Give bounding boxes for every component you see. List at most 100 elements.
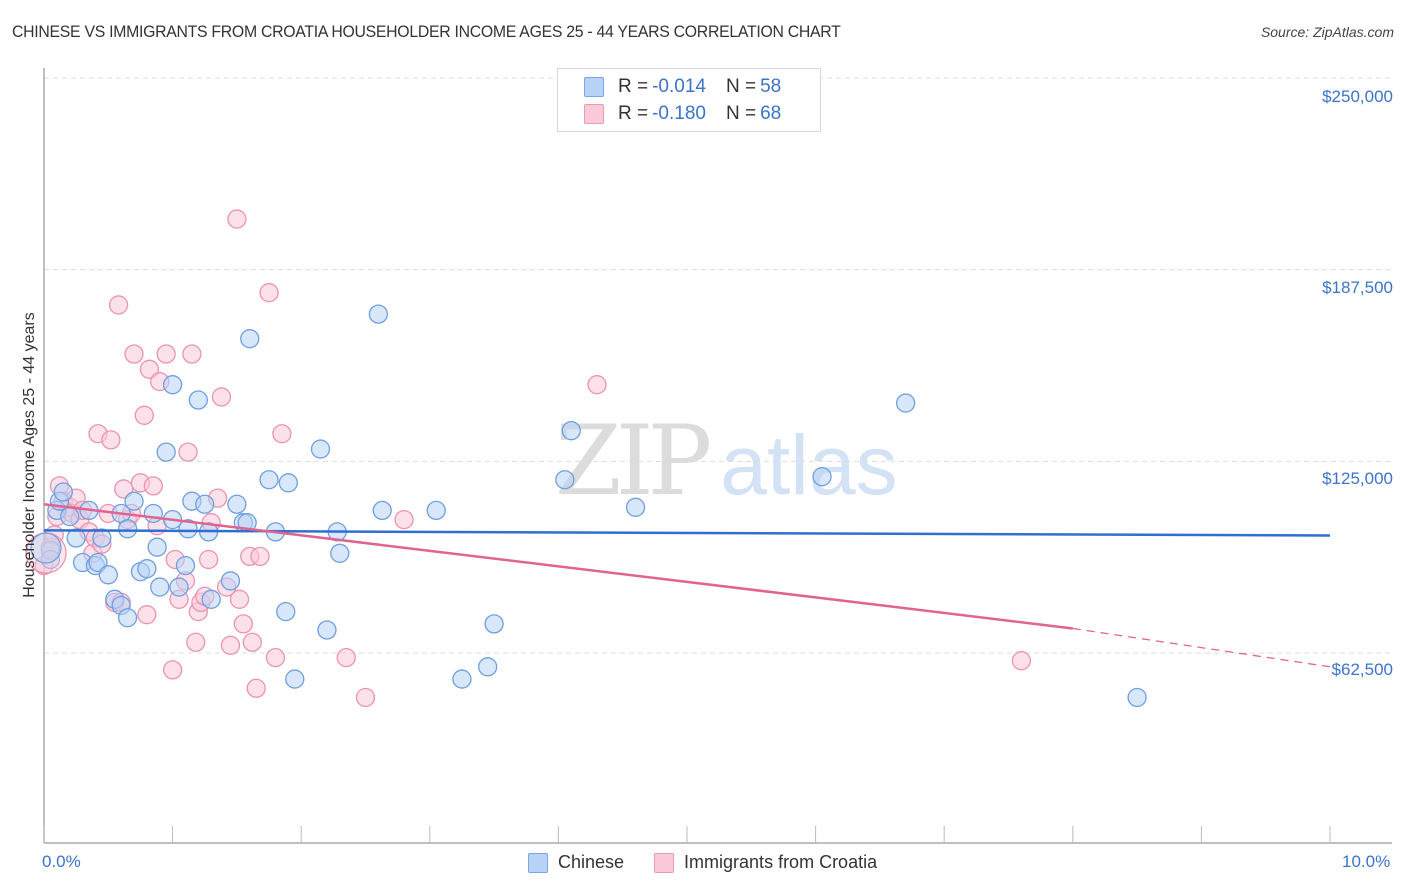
data-point <box>240 329 260 349</box>
data-point <box>178 442 198 462</box>
data-point <box>195 494 215 514</box>
trend-line-croatia-extrapolated <box>1072 627 1331 668</box>
data-point <box>242 632 262 652</box>
legend-label: Immigrants from Croatia <box>684 852 878 872</box>
data-point <box>478 657 498 677</box>
data-point <box>150 577 170 597</box>
data-point <box>117 608 138 628</box>
data-point <box>40 549 61 570</box>
n-label: N = <box>725 103 757 124</box>
data-point <box>156 442 176 462</box>
legend-item-croatia[interactable]: Immigrants from Croatia <box>654 852 877 873</box>
legend-row-croatia: R = -0.180 N = 68 <box>584 102 781 126</box>
data-point <box>259 283 279 303</box>
data-point <box>276 601 296 622</box>
data-point <box>186 632 206 652</box>
data-point <box>211 387 232 407</box>
y-axis-label: Householder Income Ages 25 - 44 years <box>21 312 38 598</box>
data-point <box>250 546 270 567</box>
data-point <box>117 519 138 539</box>
r-label: R = <box>618 76 649 97</box>
r-value: -0.180 <box>652 103 706 124</box>
y-tick-187500: $187,500 <box>1322 278 1393 297</box>
data-point <box>108 295 129 315</box>
data-point <box>555 470 575 490</box>
data-point <box>484 614 504 634</box>
n-value: 68 <box>760 103 782 124</box>
data-point <box>134 405 154 425</box>
correlation-legend: R = -0.014 N = 58 R = -0.180 N = 68 <box>557 68 821 132</box>
data-point <box>330 543 350 563</box>
data-point <box>60 506 80 527</box>
data-point <box>368 304 389 324</box>
data-point <box>317 620 337 640</box>
y-tick-62500: $62,500 <box>1331 660 1393 679</box>
data-point <box>233 614 253 634</box>
series-legend: Chinese Immigrants from Croatia <box>528 852 907 873</box>
n-label: N = <box>725 76 757 97</box>
x-tick-10: 10.0% <box>1342 852 1391 871</box>
data-point <box>227 494 247 514</box>
data-point <box>162 375 183 395</box>
data-point <box>372 500 392 521</box>
r-value: -0.014 <box>652 76 706 97</box>
data-point <box>220 635 241 655</box>
data-point <box>265 647 286 668</box>
data-point <box>147 537 167 557</box>
data-point <box>143 476 163 496</box>
data-point <box>92 528 112 548</box>
data-point <box>229 589 250 609</box>
data-point <box>124 344 144 364</box>
data-point <box>227 209 247 229</box>
legend-row-chinese: R = -0.014 N = 58 <box>584 75 781 99</box>
trend-line-croatia <box>43 503 1073 630</box>
data-point <box>137 605 157 625</box>
y-tick-250000: $250,000 <box>1322 87 1393 106</box>
data-point <box>98 565 118 585</box>
r-label: R = <box>618 103 649 124</box>
data-point <box>394 509 414 530</box>
data-point <box>175 555 196 576</box>
source-label: Source: ZipAtlas.com <box>1260 24 1394 40</box>
data-point <box>1127 687 1147 708</box>
data-point <box>259 470 279 490</box>
data-point <box>1011 651 1032 671</box>
data-point <box>426 500 446 521</box>
data-point <box>66 528 86 548</box>
data-point <box>895 393 916 413</box>
data-point <box>272 424 292 444</box>
data-point <box>246 678 266 698</box>
chinese-swatch-icon <box>528 852 548 873</box>
data-point <box>812 467 832 487</box>
data-point <box>201 589 221 609</box>
data-point <box>220 571 241 591</box>
data-point <box>143 503 163 524</box>
legend-item-chinese[interactable]: Chinese <box>528 852 624 873</box>
data-point <box>587 375 607 395</box>
x-tick-0: 0.0% <box>42 852 81 871</box>
croatia-swatch-icon <box>584 104 604 124</box>
data-point <box>169 577 189 597</box>
chart-title: CHINESE VS IMMIGRANTS FROM CROATIA HOUSE… <box>12 22 841 41</box>
data-point <box>88 552 108 573</box>
data-point <box>561 421 581 441</box>
data-point <box>355 687 376 708</box>
data-point <box>310 439 331 459</box>
croatia-swatch-icon <box>654 852 675 873</box>
data-point <box>124 491 144 511</box>
y-tick-125000: $125,000 <box>1322 469 1393 488</box>
data-point <box>285 669 305 689</box>
trend-line-chinese <box>43 529 1331 537</box>
data-point <box>162 660 183 680</box>
data-point <box>30 532 62 564</box>
data-point <box>278 473 298 493</box>
data-point <box>452 669 472 689</box>
n-value: 58 <box>760 76 782 97</box>
data-point <box>188 390 208 410</box>
data-point <box>182 344 202 364</box>
data-point <box>156 344 176 364</box>
data-point <box>625 497 646 517</box>
data-point <box>101 430 121 450</box>
data-point <box>137 559 157 579</box>
